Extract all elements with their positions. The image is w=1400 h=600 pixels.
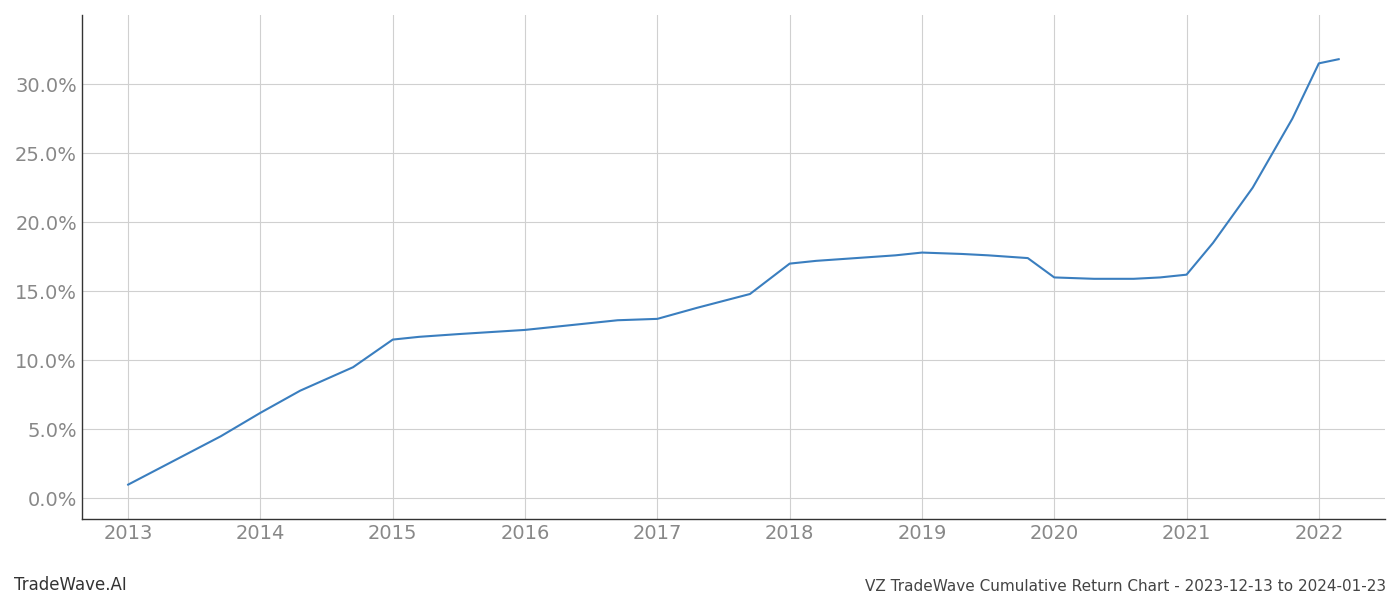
Text: VZ TradeWave Cumulative Return Chart - 2023-12-13 to 2024-01-23: VZ TradeWave Cumulative Return Chart - 2… bbox=[865, 579, 1386, 594]
Text: TradeWave.AI: TradeWave.AI bbox=[14, 576, 127, 594]
